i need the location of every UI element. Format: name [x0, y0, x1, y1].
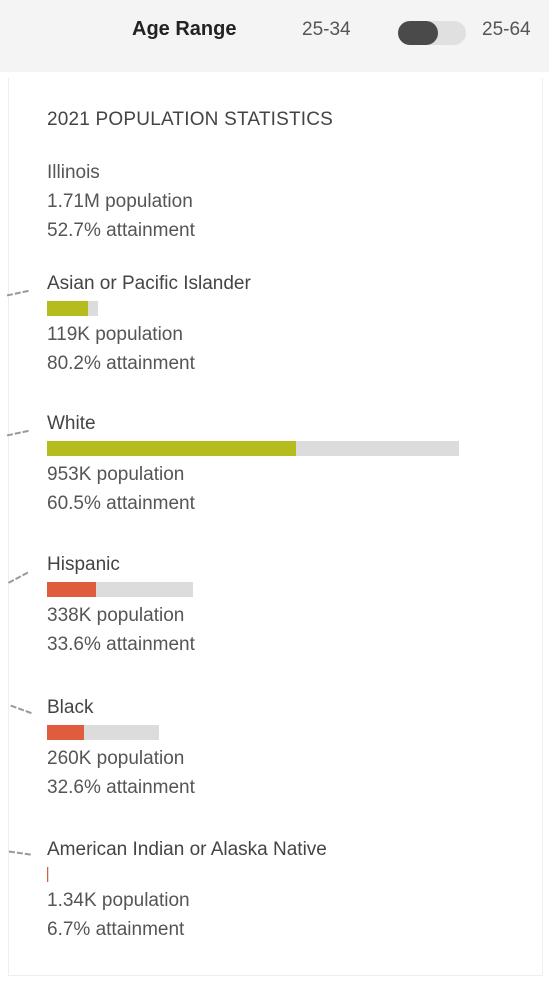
group-name: Asian or Pacific Islander — [47, 273, 251, 294]
population-statistics-panel — [8, 78, 543, 976]
group-asian-pacific-islander[interactable]: Asian or Pacific Islander 119K populatio… — [47, 272, 251, 378]
group-name: American Indian or Alaska Native — [47, 839, 327, 860]
group-white[interactable]: White 953K population 60.5% attainment — [47, 412, 459, 518]
toggle-knob — [398, 21, 438, 45]
group-attainment: 33.6% attainment — [47, 634, 195, 655]
group-population: 260K population — [47, 748, 185, 769]
population-bar — [47, 301, 99, 316]
population-bar — [47, 582, 194, 597]
connector-line — [7, 850, 31, 868]
state-attainment: 52.7% attainment — [47, 220, 195, 241]
group-population: 1.34K population — [47, 890, 190, 911]
group-attainment: 60.5% attainment — [47, 493, 195, 514]
group-hispanic[interactable]: Hispanic 338K population 33.6% attainmen… — [47, 553, 195, 659]
state-population: 1.71M population — [47, 191, 193, 212]
attainment-fill — [47, 725, 84, 740]
group-attainment: 80.2% attainment — [47, 353, 195, 374]
group-population: 953K population — [47, 464, 185, 485]
age-range-toolbar: Age Range 25-34 25-64 — [0, 0, 549, 72]
age-range-label: Age Range — [132, 18, 237, 40]
group-population: 338K population — [47, 605, 185, 626]
population-bar — [47, 867, 49, 882]
group-name: Black — [47, 697, 94, 718]
range-option-25-34[interactable]: 25-34 — [302, 19, 351, 40]
panel-heading: 2021 POPULATION STATISTICS — [47, 109, 334, 130]
attainment-fill — [47, 301, 89, 316]
range-option-25-64[interactable]: 25-64 — [482, 19, 531, 40]
population-bar — [47, 441, 459, 456]
group-attainment: 6.7% attainment — [47, 919, 185, 940]
group-american-indian-alaska-native[interactable]: American Indian or Alaska Native 1.34K p… — [47, 838, 327, 944]
group-population: 119K population — [47, 324, 183, 345]
state-name: Illinois — [47, 162, 100, 183]
age-range-toggle[interactable] — [398, 21, 466, 45]
group-name: Hispanic — [47, 554, 120, 575]
attainment-fill — [47, 582, 97, 597]
group-name: White — [47, 413, 96, 434]
group-black[interactable]: Black 260K population 32.6% attainment — [47, 696, 195, 802]
group-attainment: 32.6% attainment — [47, 777, 195, 798]
attainment-fill — [47, 441, 297, 456]
state-summary: Illinois 1.71M population 52.7% attainme… — [47, 158, 195, 245]
population-bar — [47, 725, 160, 740]
